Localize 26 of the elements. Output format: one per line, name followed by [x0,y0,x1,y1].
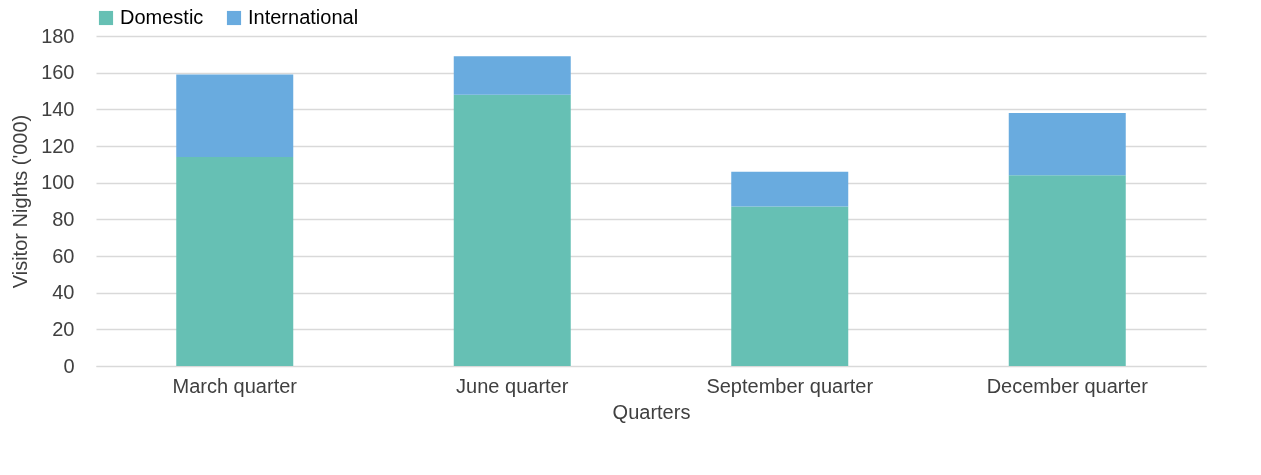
bar [176,157,294,366]
bar [453,94,571,366]
y-tick-label: 60 [52,244,75,267]
y-tick-label: 80 [52,207,75,230]
x-tick-label: June quarter [456,374,569,397]
bar [731,171,849,207]
y-tick-label: 40 [52,281,75,304]
y-axis-title: Visitor Nights ('000) [9,114,32,289]
x-tick-label: March quarter [172,374,298,397]
bar [1008,113,1126,176]
y-tick-label: 180 [41,24,75,47]
x-axis-title: Quarters [612,400,691,423]
y-tick-label: 0 [63,354,75,377]
y-tick-label: 140 [41,97,75,120]
x-tick-label: December quarter [986,374,1149,397]
x-tick-label: September quarter [706,374,874,397]
legend-label: Domestic [120,6,204,28]
legend-label: International [248,6,359,28]
bar [453,56,571,95]
bar [731,206,849,366]
bar [1008,175,1126,366]
y-tick-label: 160 [41,61,75,84]
bar [176,74,294,157]
y-tick-label: 100 [41,171,75,194]
y-tick-label: 120 [41,134,75,157]
y-tick-label: 20 [52,317,75,340]
